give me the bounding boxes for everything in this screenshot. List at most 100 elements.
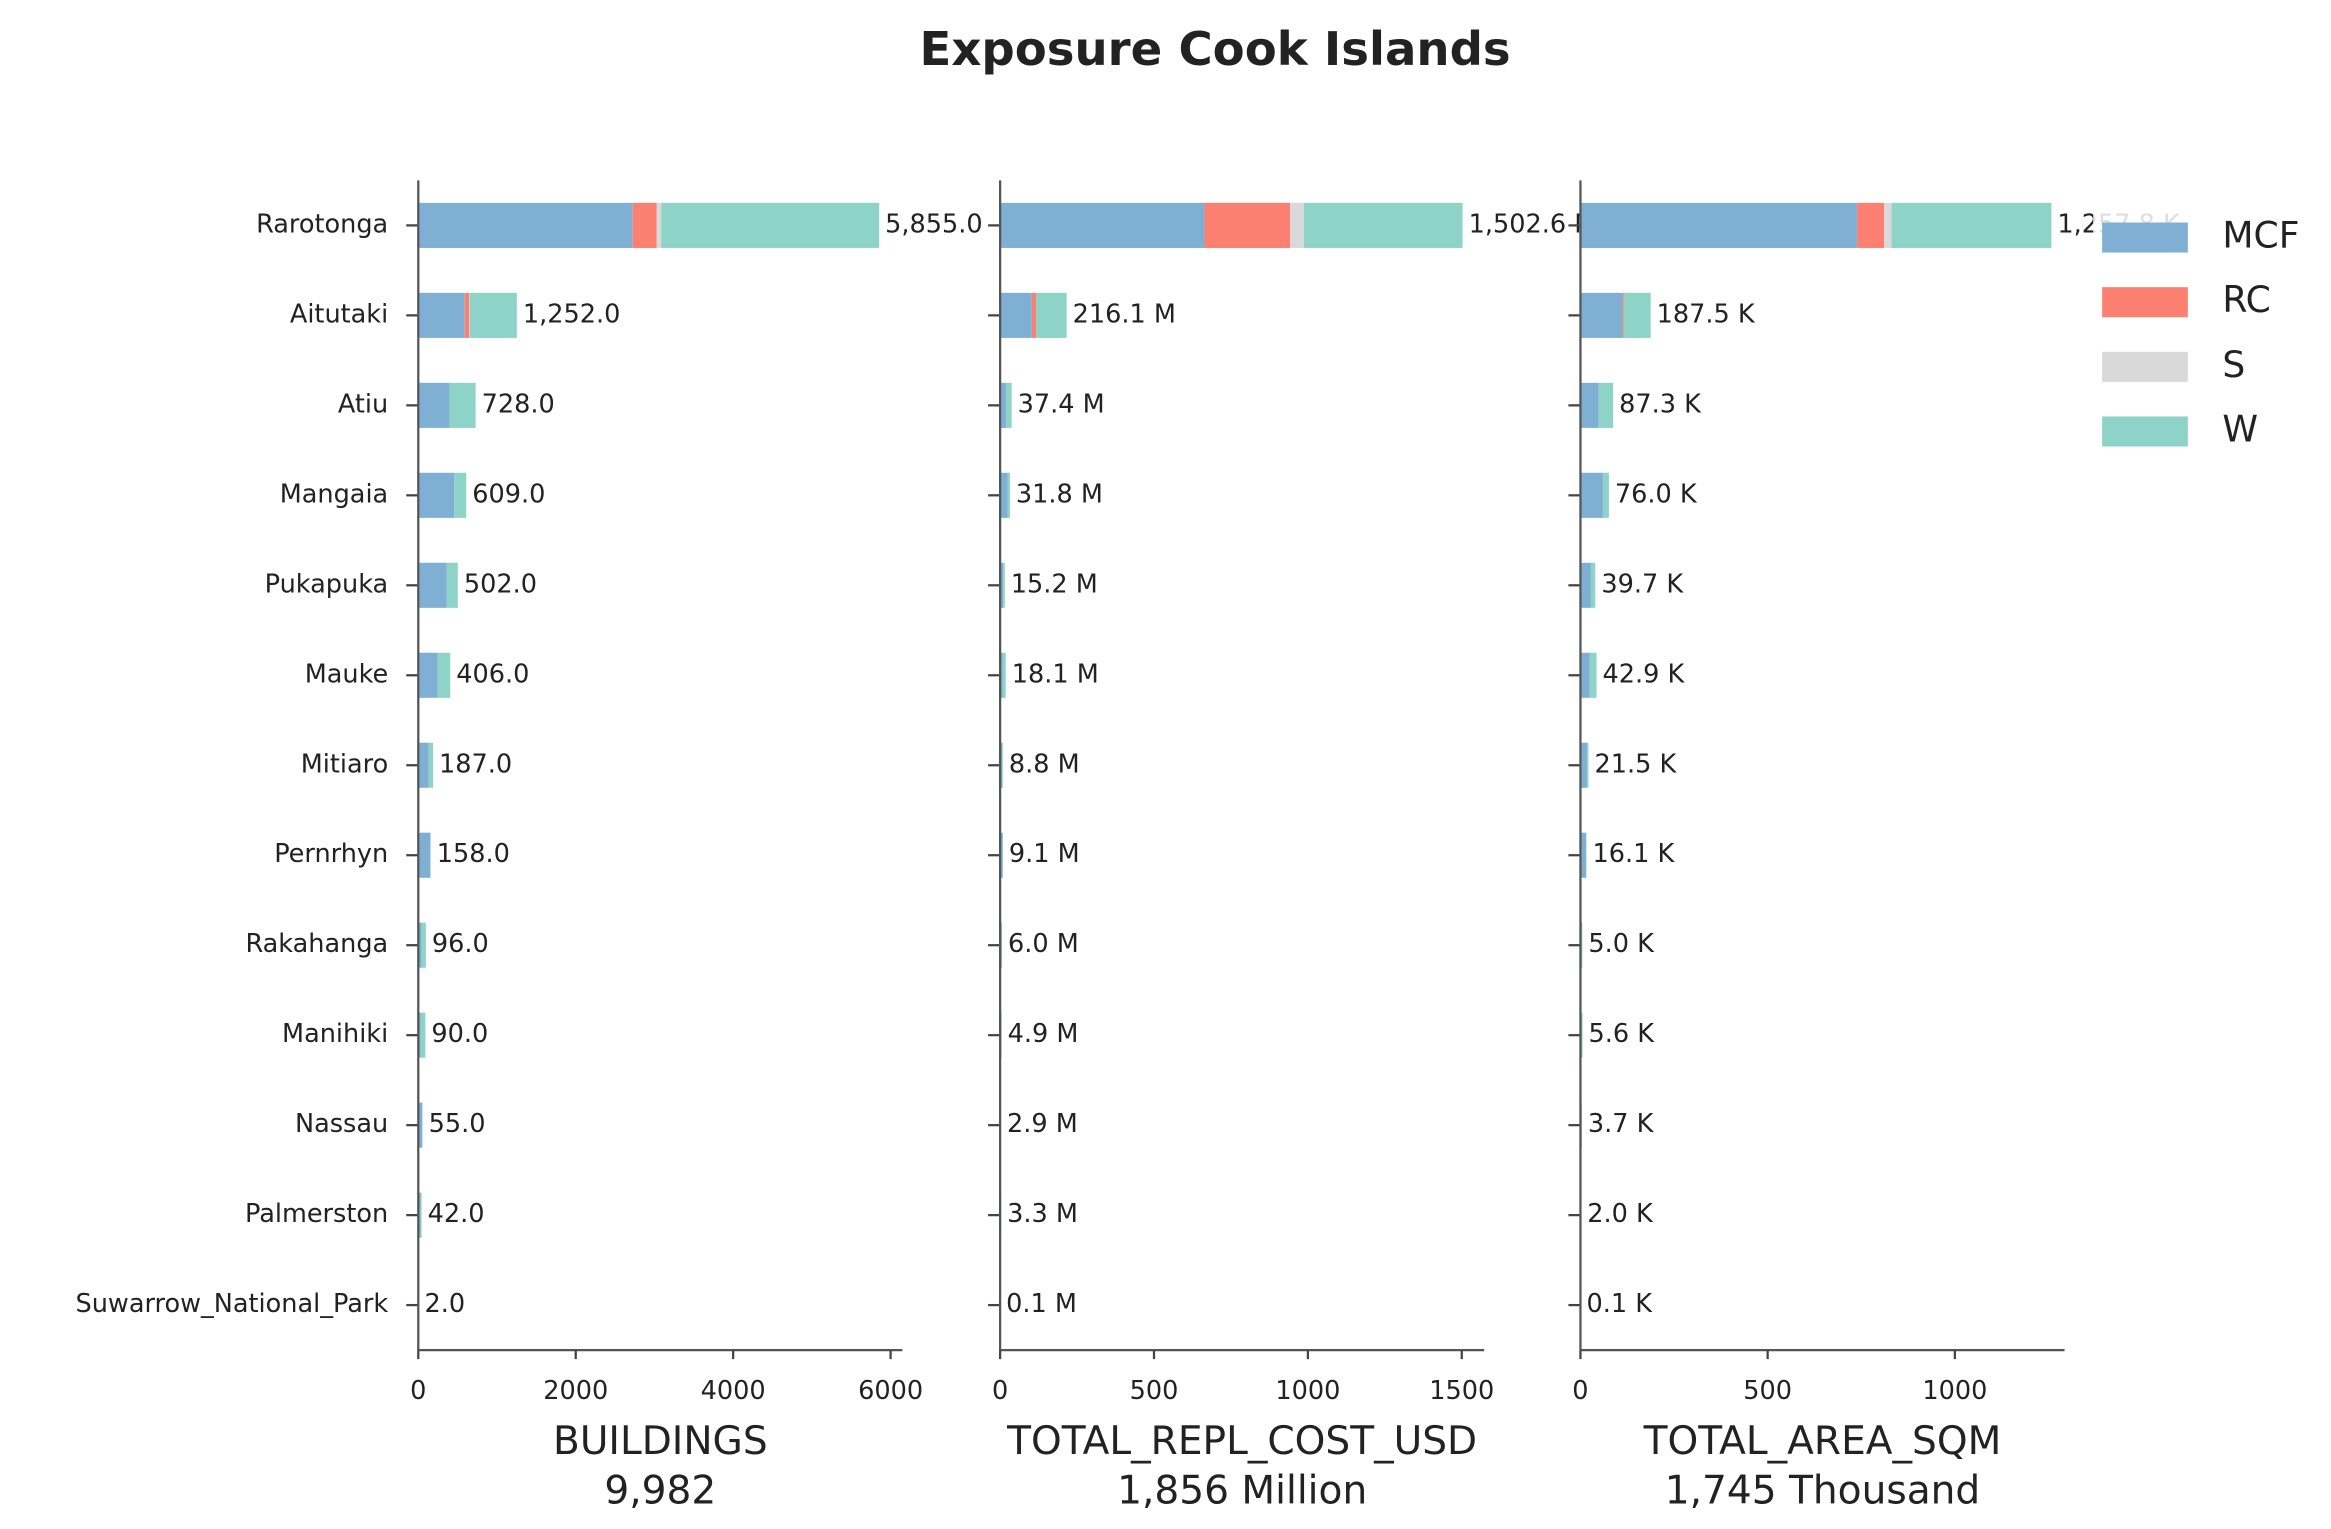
bar-segment [428, 742, 434, 788]
y-tick-label: Mangaia [280, 479, 389, 509]
panel-background [1000, 165, 1515, 1351]
bar-segment [421, 922, 426, 968]
y-tick-label: Atiu [338, 389, 388, 419]
legend-label: S [2222, 344, 2245, 386]
value-label: 87.3 K [1619, 389, 1702, 419]
value-label: 3.3 M [1007, 1199, 1078, 1229]
value-label: 42.9 K [1603, 659, 1686, 689]
bar-segment [1036, 292, 1067, 338]
bar-segment [418, 742, 429, 788]
bar-segment [469, 292, 517, 338]
value-label: 609.0 [472, 479, 545, 509]
value-label: 6.0 M [1008, 929, 1079, 959]
bar-segment [1891, 202, 2052, 248]
value-label: 15.2 M [1011, 569, 1098, 599]
bar-segment [1590, 562, 1596, 608]
value-label: 0.1 M [1006, 1289, 1077, 1319]
bar-segment [418, 472, 455, 518]
value-label: 216.1 M [1073, 299, 1176, 329]
y-tick-label: Mauke [305, 659, 388, 689]
bar-segment [1857, 202, 1885, 248]
legend-swatch [2102, 416, 2188, 447]
value-label: 37.4 M [1018, 389, 1105, 419]
bar-segment [656, 202, 662, 248]
bar-segment [1303, 202, 1463, 248]
bar-segment [1587, 742, 1589, 788]
bar-segment [449, 382, 476, 428]
value-label: 1,252.0 [523, 299, 621, 329]
bar-segment [1000, 562, 1004, 608]
value-label: 31.8 M [1016, 479, 1103, 509]
x-tick-label: 1500 [1429, 1376, 1494, 1406]
value-label: 76.0 K [1615, 479, 1698, 509]
x-tick-label: 2000 [543, 1376, 608, 1406]
value-label: 55.0 [429, 1109, 486, 1139]
y-tick-label: Mitiaro [301, 749, 388, 779]
bar-segment [1002, 652, 1006, 698]
x-tick-label: 1000 [1922, 1376, 1987, 1406]
bar-segment [1581, 922, 1583, 968]
bar-segment [1204, 202, 1291, 248]
y-tick-label: Pukapuka [265, 569, 389, 599]
bar-segment [1000, 652, 1003, 698]
value-label: 728.0 [482, 389, 555, 419]
bar-segment [1007, 472, 1010, 518]
value-label: 5.6 K [1589, 1019, 1656, 1049]
value-label: 0.1 K [1587, 1289, 1654, 1319]
bar-segment [1598, 382, 1614, 428]
y-tick-label: Suwarrow_National_Park [76, 1289, 389, 1319]
bar-segment [418, 1012, 421, 1058]
y-tick-label: Pernrhyn [274, 839, 388, 869]
value-label: 502.0 [464, 569, 537, 599]
bar-segment [1580, 292, 1623, 338]
bar-segment [418, 1192, 421, 1238]
bar-segment [1884, 202, 1892, 248]
bar-segment [1003, 562, 1005, 608]
x-axis-label: BUILDINGS [553, 1419, 768, 1464]
bar-segment [1000, 382, 1007, 428]
bar-segment [418, 202, 633, 248]
bar-segment [1580, 832, 1587, 878]
value-label: 406.0 [456, 659, 529, 689]
bar-segment [454, 472, 467, 518]
bar-segment [418, 292, 465, 338]
bar-segment [418, 562, 447, 608]
bar-segment [1623, 292, 1651, 338]
x-axis-total: 9,982 [604, 1468, 716, 1513]
x-tick-label: 6000 [858, 1376, 923, 1406]
bar-segment [418, 922, 422, 968]
legend-label: MCF [2222, 215, 2299, 257]
value-label: 158.0 [437, 839, 510, 869]
bar-segment [1580, 472, 1603, 518]
y-tick-label: Rakahanga [245, 929, 388, 959]
bar-segment [437, 652, 451, 698]
bar-segment [1031, 292, 1037, 338]
x-tick-label: 4000 [701, 1376, 766, 1406]
x-tick-label: 0 [410, 1376, 426, 1406]
x-tick-label: 500 [1130, 1376, 1179, 1406]
bar-segment [418, 832, 431, 878]
bar-segment [418, 382, 450, 428]
y-tick-label: Manihiki [282, 1019, 388, 1049]
bar-segment [1580, 382, 1599, 428]
bar-segment [1581, 1012, 1583, 1058]
value-label: 2.0 K [1587, 1199, 1654, 1229]
panel-background [1580, 165, 2095, 1351]
x-axis-label: TOTAL_REPL_COST_USD [1006, 1419, 1477, 1464]
value-label: 9.1 M [1009, 839, 1080, 869]
bar-segment [446, 562, 458, 608]
legend-label: RC [2222, 279, 2270, 321]
legend-label: W [2222, 408, 2258, 450]
y-tick-label: Palmerston [245, 1199, 388, 1229]
bar-segment [1580, 742, 1588, 788]
value-label: 5,855.0 [885, 209, 983, 239]
bar-segment [1000, 292, 1032, 338]
legend-swatch [2102, 222, 2188, 253]
value-label: 90.0 [431, 1019, 488, 1049]
bar-segment [1580, 562, 1591, 608]
bar-segment [1000, 202, 1205, 248]
y-tick-label: Nassau [295, 1109, 388, 1139]
x-axis-label: TOTAL_AREA_SQM [1643, 1419, 2002, 1464]
bar-segment [1001, 742, 1003, 788]
